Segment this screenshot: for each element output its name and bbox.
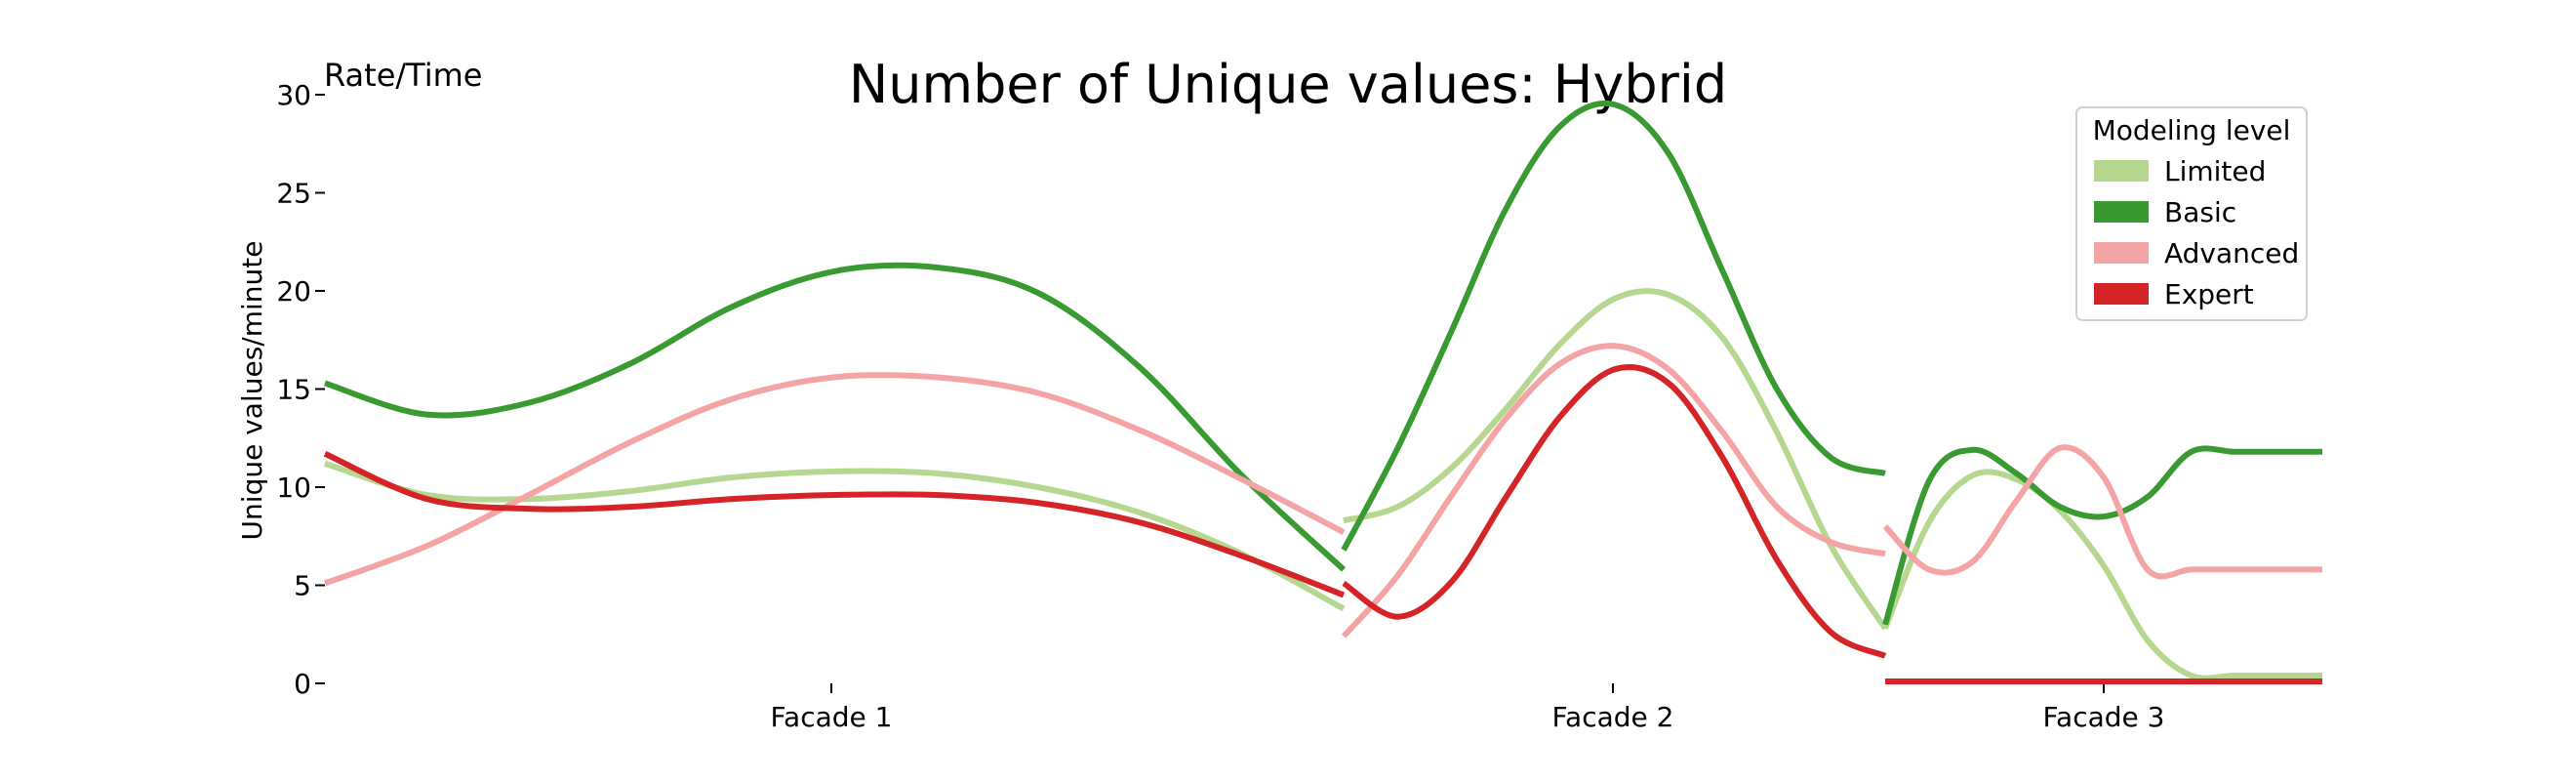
y-tick-label: 10 [276,472,311,504]
x-tick-label: Facade 2 [1552,701,1674,733]
y-tick-label: 20 [276,275,311,308]
series-advanced [323,343,2322,638]
series-line-expert-1 [323,451,1346,598]
x-axis: Facade 1 Facade 2 Facade 3 [771,683,2165,733]
series-line-limited-1 [324,461,1346,612]
series-line-basic-3 [1882,445,2322,626]
y-tick-label: 0 [294,668,311,700]
legend-swatch-basic [2094,201,2149,223]
corner-label: Rate/Time [324,57,482,94]
legend: Modeling level Limited Basic Advanced Exper… [2075,106,2308,321]
x-tick-label: Facade 3 [2043,701,2165,733]
legend-label-expert: Expert [2164,278,2254,310]
y-tick-label: 15 [276,374,311,406]
legend-swatch-advanced [2094,242,2149,264]
legend-title: Modeling level [2093,114,2291,146]
series-line-limited-3 [1882,469,2322,681]
y-tick-label: 5 [294,570,311,602]
series-basic [324,100,2322,626]
series-line-basic-1 [324,262,1347,572]
y-axis: 0 5 10 15 20 25 30 [276,79,325,700]
series-line-expert-2 [1342,364,1887,659]
chart-title: Number of Unique values: Hybrid [849,54,1727,115]
series-layer [323,100,2322,684]
legend-label-limited: Limited [2164,155,2266,187]
series-line-advanced-2 [1341,343,1886,638]
legend-swatch-expert [2094,283,2149,305]
y-tick-label: 30 [276,79,311,111]
series-line-advanced-1 [323,372,1346,587]
x-tick-label: Facade 1 [771,701,893,733]
series-limited [324,288,2322,681]
legend-items: Limited Basic Advanced Expert [2094,155,2299,310]
series-line-basic-2 [1341,100,1886,552]
legend-label-advanced: Advanced [2164,237,2299,269]
series-expert [323,364,2322,684]
y-axis-label: Unique values/minute [236,241,268,541]
series-line-advanced-3 [1882,444,2322,580]
legend-swatch-limited [2094,160,2149,182]
legend-label-basic: Basic [2164,196,2236,228]
series-line-limited-2 [1343,288,1888,631]
y-tick-label: 25 [276,178,311,210]
